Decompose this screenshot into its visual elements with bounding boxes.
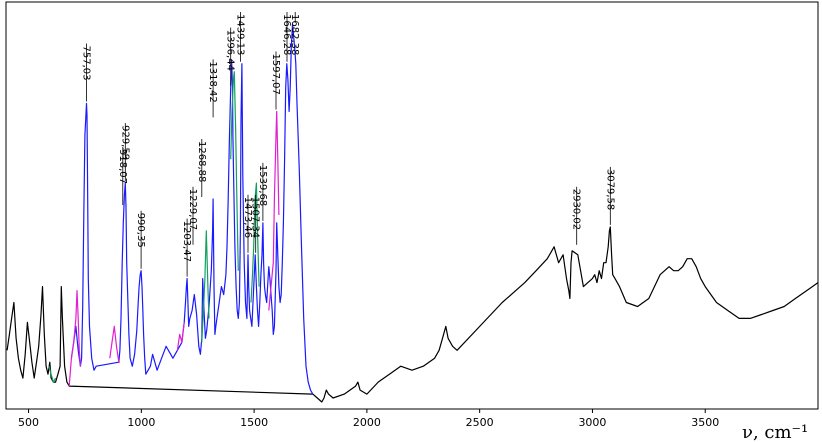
x-axis-title: ν, cm⁻¹ [742, 422, 808, 442]
plot-frame [5, 1, 819, 410]
peak-label-6: 1268,88 [196, 141, 207, 182]
peak-label-0: 757,03 [81, 46, 92, 81]
peak-label-14: 1646,28 [281, 14, 292, 55]
peak-label-12: 1507,34 [250, 197, 261, 238]
peak-label-1: 929,59 [119, 125, 130, 160]
x-axis-ticks: 500 1000 1500 2000 2500 3000 3500 [18, 409, 719, 429]
peak-label-11: 1539,68 [257, 165, 268, 206]
x-tick-label-4: 2500 [466, 416, 494, 429]
peak-label-2: 918,07 [117, 149, 128, 184]
peak-label-13: 1597,07 [270, 54, 281, 95]
spectrum-line-3-2 [230, 71, 239, 271]
x-tick-label-6: 3500 [691, 416, 719, 429]
spectrum-line-2-2 [176, 322, 185, 351]
spectrum-line-2-1 [109, 325, 120, 363]
peak-label-16: 2930,02 [571, 189, 582, 230]
spectrum-line-3-0 [48, 366, 57, 383]
x-tick-label-1: 1000 [127, 416, 155, 429]
series-layer [6, 23, 819, 403]
spectrum-line-2-3 [268, 110, 280, 311]
peak-label-15: 1682,38 [289, 14, 300, 55]
peak-label-9: 1439,13 [234, 14, 245, 55]
peak-label-10: 1473,46 [242, 197, 253, 238]
peak-label-3: 990,35 [135, 213, 146, 248]
spectrum-line-2-0 [68, 290, 81, 387]
peak-label-8: 1396,44 [225, 30, 236, 71]
peak-label-17: 3079,58 [604, 169, 615, 210]
x-tick-label-2: 1500 [240, 416, 268, 429]
x-tick-label-5: 3000 [578, 416, 606, 429]
spectrum-line-1-0 [70, 23, 314, 395]
spectrum-line-0-0 [6, 226, 819, 403]
spectrum-line-3-3 [250, 182, 260, 303]
x-tick-label-0: 500 [18, 416, 39, 429]
x-tick-label-3: 2000 [353, 416, 381, 429]
spectrum-line-3-1 [201, 230, 210, 343]
peak-label-5: 1229,07 [187, 189, 198, 230]
peak-label-7: 1318,42 [207, 61, 218, 102]
peak-label-4: 1203,47 [181, 221, 192, 262]
